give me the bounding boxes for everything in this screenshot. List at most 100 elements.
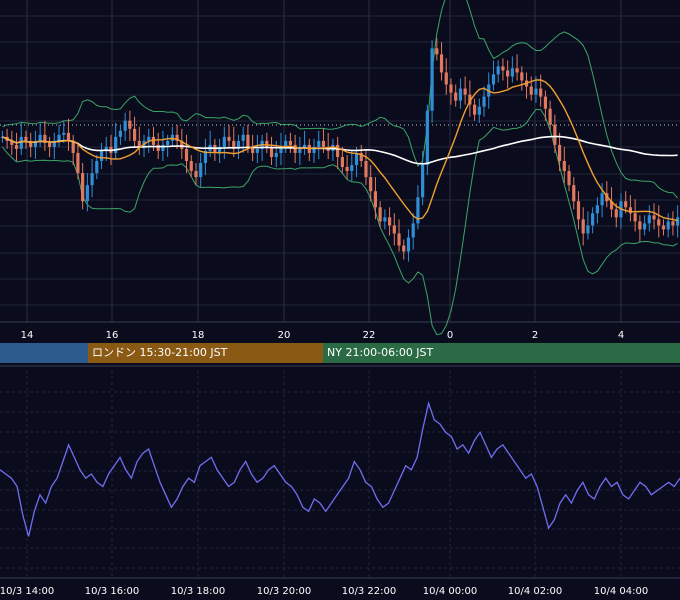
bottom-axis-tick-3: 10/3 20:00 — [257, 586, 311, 597]
bottom-axis-tick-1: 10/3 16:00 — [85, 586, 139, 597]
candle-body-10 — [47, 142, 52, 147]
candle-body-63 — [298, 148, 302, 153]
candle-body-25 — [118, 130, 123, 137]
candle-body-52 — [246, 134, 250, 147]
candle-body-42 — [199, 163, 203, 178]
candle-body-73 — [345, 167, 349, 172]
candle-body-12 — [57, 134, 61, 141]
candle-body-112 — [529, 86, 533, 95]
candle-body-136 — [642, 223, 647, 230]
candle-body-32 — [151, 136, 156, 145]
bollinger-lower — [2, 109, 678, 336]
candle-body-72 — [340, 156, 344, 168]
candle-body-79 — [373, 191, 378, 208]
top-axis-tick-5: 0 — [447, 330, 453, 341]
candle-body-121 — [572, 185, 576, 202]
candle-body-132 — [624, 201, 628, 208]
candle-body-84 — [397, 233, 401, 246]
candle-body-95 — [449, 84, 453, 93]
candle-body-5 — [24, 136, 28, 141]
candle-body-19 — [90, 173, 94, 186]
candle-body-9 — [43, 134, 47, 143]
candle-body-61 — [288, 140, 293, 145]
candle-body-24 — [114, 136, 118, 153]
candle-body-120 — [567, 171, 571, 186]
candle-body-13 — [62, 132, 66, 135]
candle-body-88 — [416, 197, 420, 224]
candle-body-15 — [71, 140, 75, 153]
candle-body-101 — [477, 106, 481, 115]
top-axis-tick-4: 22 — [363, 330, 376, 341]
candle-body-109 — [515, 68, 519, 73]
candle-body-17 — [81, 173, 85, 202]
candle-body-76 — [359, 152, 363, 161]
candle-body-40 — [189, 161, 193, 172]
candle-body-108 — [510, 68, 514, 77]
candle-body-89 — [421, 165, 425, 198]
candle-body-57 — [269, 146, 274, 157]
candle-body-29 — [137, 140, 141, 147]
candle-body-56 — [265, 140, 269, 147]
candle-body-28 — [132, 128, 137, 141]
candle-body-87 — [411, 223, 415, 238]
candle-body-107 — [506, 70, 510, 77]
candle-body-115 — [543, 96, 548, 109]
candle-body-33 — [156, 144, 160, 151]
bottom-axis-tick-4: 10/3 22:00 — [342, 586, 396, 597]
candle-body-62 — [293, 144, 297, 153]
candle-body-53 — [251, 146, 255, 153]
candle-body-2 — [10, 140, 14, 145]
bottom-axis-tick-0: 10/3 14:00 — [0, 586, 54, 597]
candle-body-8 — [38, 134, 42, 141]
candle-body-7 — [33, 140, 38, 147]
candle-body-60 — [284, 140, 288, 147]
top-axis-tick-6: 2 — [532, 330, 538, 341]
candle-body-47 — [222, 136, 226, 147]
top-axis-tick-0: 14 — [21, 330, 34, 341]
candle-body-142 — [671, 221, 675, 226]
candle-body-137 — [647, 215, 651, 224]
candle-body-4 — [19, 136, 23, 149]
candle-body-106 — [501, 66, 505, 71]
candle-body-14 — [66, 132, 71, 141]
candle-body-54 — [255, 148, 259, 153]
candle-body-85 — [402, 245, 406, 252]
candle-body-68 — [321, 140, 326, 147]
candle-body-21 — [99, 150, 104, 161]
candle-body-18 — [85, 185, 89, 202]
candle-body-122 — [576, 201, 581, 220]
candle-body-11 — [52, 140, 56, 147]
candle-body-133 — [628, 207, 633, 214]
candle-body-37 — [175, 134, 179, 141]
moving-average-long — [2, 135, 678, 165]
candle-body-117 — [553, 124, 557, 145]
candle-body-127 — [600, 193, 604, 206]
candle-body-126 — [595, 205, 599, 214]
candle-body-140 — [661, 225, 666, 230]
candle-body-39 — [184, 148, 189, 161]
candle-body-3 — [14, 144, 19, 149]
candle-body-100 — [472, 104, 477, 115]
candle-body-97 — [458, 88, 463, 101]
candle-body-48 — [227, 136, 231, 141]
session-band-tokyo — [0, 343, 88, 363]
candle-body-119 — [562, 161, 566, 172]
candle-body-6 — [29, 140, 33, 147]
moving-average-short — [2, 79, 678, 222]
candle-body-129 — [609, 201, 614, 210]
candle-body-113 — [534, 88, 538, 95]
candle-body-90 — [425, 110, 429, 166]
candle-body-118 — [557, 144, 562, 161]
candle-body-74 — [350, 165, 354, 172]
candle-body-98 — [463, 88, 467, 95]
candle-body-138 — [652, 215, 656, 220]
bottom-axis-tick-5: 10/4 00:00 — [423, 586, 477, 597]
candle-body-38 — [180, 140, 184, 149]
session-band-ny: NY 21:00-06:00 JST — [323, 343, 680, 363]
candle-body-96 — [454, 92, 458, 101]
candle-body-116 — [548, 108, 552, 125]
bottom-axis-tick-7: 10/4 04:00 — [594, 586, 648, 597]
candle-body-83 — [392, 225, 396, 234]
